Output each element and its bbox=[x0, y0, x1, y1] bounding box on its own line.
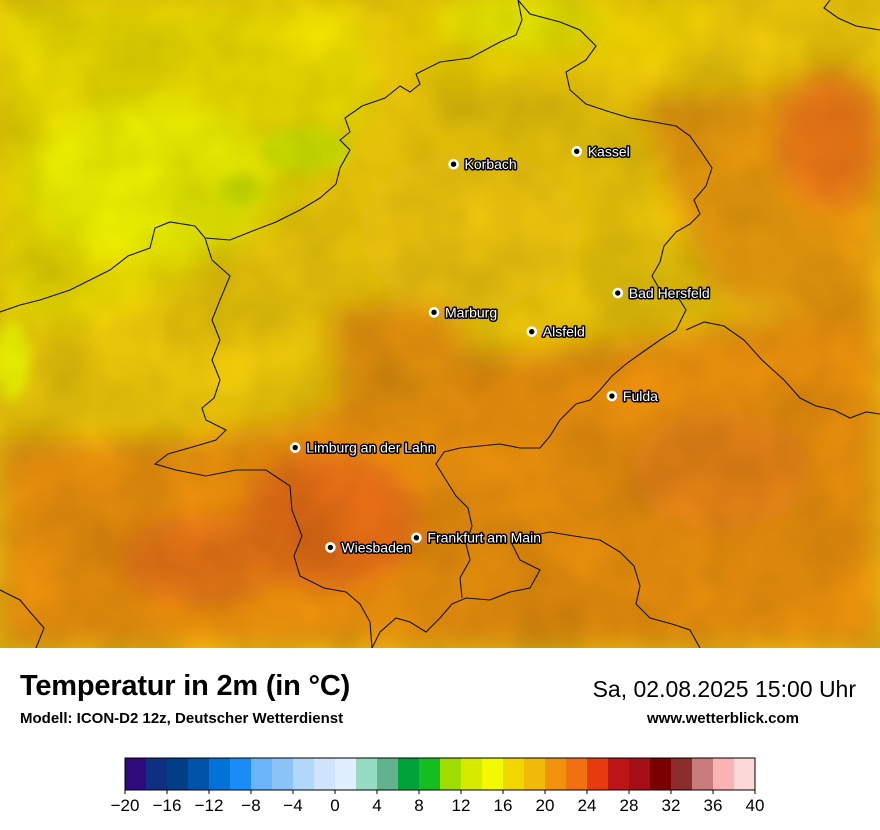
map-title: Temperatur in 2m (in °C) bbox=[20, 670, 351, 702]
legend-tick-label: 20 bbox=[536, 796, 555, 815]
city-bad-hersfeld: Bad Hersfeld bbox=[612, 284, 711, 303]
legend-tick-label: 8 bbox=[414, 796, 423, 815]
legend-tick-label: −12 bbox=[195, 796, 224, 815]
legend-swatch bbox=[398, 758, 420, 790]
legend-swatch bbox=[272, 758, 294, 790]
legend-tick-label: 24 bbox=[578, 796, 597, 815]
border-hesse-north bbox=[0, 0, 523, 313]
legend-tick-label: 12 bbox=[452, 796, 471, 815]
city-limburg-an-der-lahn: Limburg an der Lahn bbox=[289, 438, 437, 457]
city-label: Limburg an der Lahn bbox=[306, 440, 435, 456]
city-label: Fulda bbox=[623, 388, 658, 404]
temperature-map: Kassel Korbach Bad Hersfeld Marburg Alsfeld F… bbox=[0, 0, 880, 648]
border-saar bbox=[0, 589, 45, 648]
city-fulda: Fulda bbox=[606, 387, 660, 406]
city-label: Korbach bbox=[465, 156, 517, 172]
legend-swatch bbox=[734, 758, 756, 790]
border-hesse-northeast bbox=[517, 0, 713, 405]
legend-frame bbox=[124, 757, 756, 791]
city-marker bbox=[428, 307, 440, 318]
border-bavaria-west bbox=[435, 403, 577, 599]
city-label: Bad Hersfeld bbox=[629, 285, 710, 301]
state-borders bbox=[0, 0, 880, 648]
legend-swatch bbox=[629, 758, 651, 790]
legend-swatch bbox=[419, 758, 441, 790]
legend-swatch bbox=[377, 758, 399, 790]
legend-tick-label: 32 bbox=[662, 796, 681, 815]
legend-tick-label: 36 bbox=[704, 796, 723, 815]
legend-swatch bbox=[167, 758, 189, 790]
model-subtitle: Modell: ICON-D2 12z, Deutscher Wetterdie… bbox=[20, 710, 344, 727]
legend-tick-label: 28 bbox=[620, 796, 639, 815]
city-marker bbox=[411, 532, 422, 544]
city-alsfeld: Alsfeld bbox=[526, 322, 586, 341]
legend-swatch bbox=[440, 758, 462, 790]
city-kassel: Kassel bbox=[571, 142, 631, 161]
city-marker bbox=[526, 326, 538, 337]
legend-swatch bbox=[314, 758, 336, 790]
legend-swatch bbox=[650, 758, 672, 790]
legend-swatch bbox=[251, 758, 273, 790]
legend-swatch bbox=[671, 758, 693, 790]
city-marburg: Marburg bbox=[428, 303, 499, 322]
city-marker bbox=[571, 146, 583, 157]
website-link[interactable]: www.wetterblick.com bbox=[647, 710, 799, 727]
legend-tick-label: 16 bbox=[494, 796, 513, 815]
legend-swatch bbox=[188, 758, 210, 790]
city-layer: Kassel Korbach Bad Hersfeld Marburg Alsfeld F… bbox=[289, 142, 711, 557]
legend-tick-label: 40 bbox=[746, 796, 765, 815]
legend-swatch bbox=[335, 758, 357, 790]
legend-swatch bbox=[209, 758, 231, 790]
border-bavaria bbox=[685, 321, 880, 419]
city-marker bbox=[612, 287, 624, 299]
city-wiesbaden: Wiesbaden bbox=[325, 538, 413, 557]
map-footer: Temperatur in 2m (in °C) Modell: ICON-D2… bbox=[0, 648, 880, 830]
legend-swatch bbox=[692, 758, 714, 790]
legend-swatch bbox=[293, 758, 315, 790]
legend-swatch bbox=[230, 758, 252, 790]
city-marker bbox=[606, 390, 618, 402]
legend-tick-label: 0 bbox=[330, 796, 339, 815]
border-baden bbox=[371, 531, 701, 648]
legend-swatch bbox=[461, 758, 483, 790]
legend-tick-label: −20 bbox=[111, 796, 140, 815]
city-label: Kassel bbox=[588, 143, 630, 159]
border-thuringia bbox=[823, 0, 880, 31]
city-frankfurt-am-main: Frankfurt am Main bbox=[411, 528, 543, 547]
legend-swatch bbox=[587, 758, 609, 790]
legend-swatch bbox=[566, 758, 588, 790]
legend-tick-label: −8 bbox=[241, 796, 260, 815]
city-marker bbox=[325, 542, 336, 553]
legend-swatch bbox=[608, 758, 630, 790]
legend-swatch bbox=[545, 758, 567, 790]
legend-tick-label: 4 bbox=[372, 796, 381, 815]
city-label: Alsfeld bbox=[543, 324, 585, 340]
city-korbach: Korbach bbox=[448, 155, 518, 174]
legend-swatch bbox=[356, 758, 378, 790]
border-rhineland bbox=[153, 237, 373, 648]
city-label: Marburg bbox=[445, 304, 497, 320]
legend-tick-label: −16 bbox=[153, 796, 182, 815]
legend-swatch bbox=[524, 758, 546, 790]
legend-swatch bbox=[482, 758, 504, 790]
city-label: Wiesbaden bbox=[341, 539, 411, 555]
legend-swatch bbox=[125, 758, 147, 790]
city-marker bbox=[289, 442, 301, 453]
color-legend: −20 −16 −12 −8 −4 0 4 8 12 16 20 24 28 32 36 40 bbox=[111, 757, 765, 815]
legend-swatch bbox=[713, 758, 735, 790]
forecast-datetime: Sa, 02.08.2025 15:00 Uhr bbox=[592, 676, 856, 702]
legend-swatch bbox=[146, 758, 168, 790]
city-label: Frankfurt am Main bbox=[427, 530, 541, 546]
field-texture bbox=[0, 0, 880, 648]
city-marker bbox=[448, 158, 459, 170]
legend-tick-label: −4 bbox=[283, 796, 302, 815]
legend-swatch bbox=[503, 758, 525, 790]
